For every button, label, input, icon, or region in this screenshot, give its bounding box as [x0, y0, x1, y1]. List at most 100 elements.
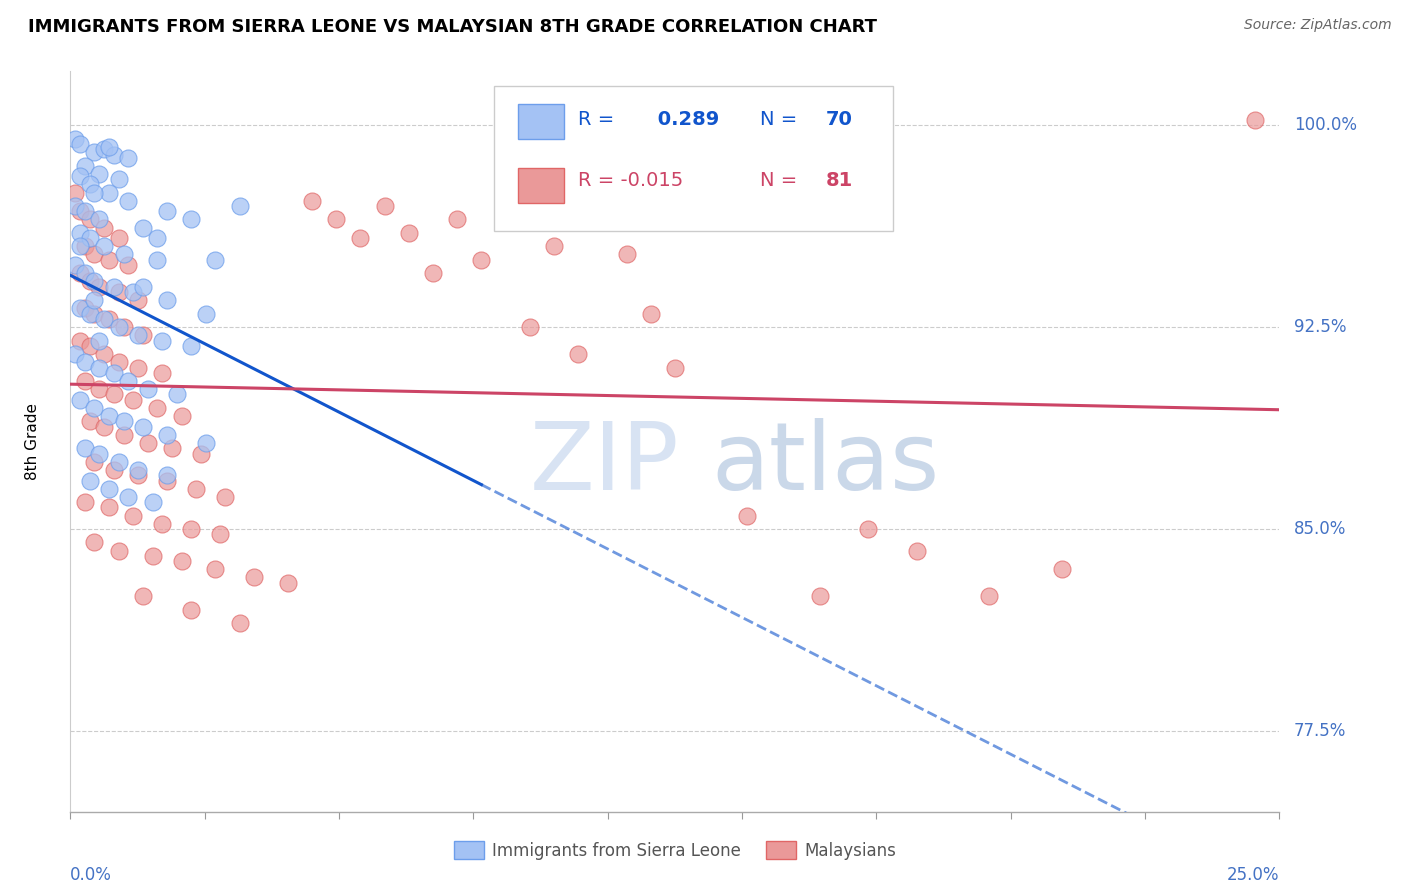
- Point: [422, 266, 444, 280]
- Text: 25.0%: 25.0%: [1227, 865, 1279, 884]
- Point: [107, 172, 129, 186]
- Point: [69, 301, 91, 316]
- Point: [127, 328, 149, 343]
- Point: [103, 279, 125, 293]
- Point: [98, 252, 121, 267]
- Point: [69, 169, 91, 184]
- Point: [156, 468, 179, 483]
- Point: [69, 239, 91, 253]
- Point: [73, 495, 96, 509]
- Point: [349, 231, 371, 245]
- Text: Source: ZipAtlas.com: Source: ZipAtlas.com: [1244, 18, 1392, 32]
- Point: [150, 516, 173, 531]
- Point: [132, 279, 155, 293]
- Point: [132, 590, 155, 604]
- Text: 0.0%: 0.0%: [70, 865, 112, 884]
- Point: [63, 186, 86, 200]
- Point: [63, 131, 86, 145]
- Point: [519, 320, 541, 334]
- Point: [107, 355, 129, 369]
- Point: [150, 366, 173, 380]
- Text: 92.5%: 92.5%: [1294, 318, 1347, 336]
- Point: [79, 339, 101, 353]
- Point: [243, 570, 266, 584]
- Point: [83, 307, 105, 321]
- Point: [146, 231, 169, 245]
- Point: [117, 194, 139, 208]
- Text: IMMIGRANTS FROM SIERRA LEONE VS MALAYSIAN 8TH GRADE CORRELATION CHART: IMMIGRANTS FROM SIERRA LEONE VS MALAYSIA…: [28, 18, 877, 36]
- Point: [98, 482, 121, 496]
- Point: [204, 562, 226, 576]
- Point: [808, 590, 831, 604]
- Point: [470, 252, 492, 267]
- Text: R = -0.015: R = -0.015: [578, 171, 683, 190]
- Point: [446, 212, 468, 227]
- Point: [69, 392, 91, 407]
- Point: [567, 347, 589, 361]
- Point: [160, 442, 183, 456]
- Text: 100.0%: 100.0%: [1294, 116, 1357, 134]
- Point: [190, 447, 212, 461]
- Text: N =: N =: [759, 110, 803, 129]
- Point: [63, 199, 86, 213]
- Point: [127, 468, 149, 483]
- Point: [156, 427, 179, 442]
- Point: [89, 447, 111, 461]
- Point: [132, 220, 155, 235]
- Point: [73, 204, 96, 219]
- Point: [63, 258, 86, 272]
- Point: [69, 226, 91, 240]
- Point: [640, 307, 662, 321]
- Point: [664, 360, 686, 375]
- Point: [112, 247, 135, 261]
- Point: [117, 151, 139, 165]
- Point: [103, 387, 125, 401]
- Text: 70: 70: [827, 110, 853, 129]
- Point: [166, 387, 188, 401]
- Point: [112, 414, 135, 428]
- Point: [79, 178, 101, 192]
- Point: [69, 136, 91, 151]
- Point: [98, 312, 121, 326]
- Point: [209, 527, 232, 541]
- Point: [107, 455, 129, 469]
- Point: [277, 575, 299, 590]
- Point: [136, 436, 159, 450]
- Point: [301, 194, 323, 208]
- Point: [141, 495, 163, 509]
- Point: [107, 285, 129, 299]
- Point: [83, 145, 105, 160]
- Point: [127, 293, 149, 308]
- Point: [228, 616, 250, 631]
- Point: [616, 247, 638, 261]
- Point: [83, 535, 105, 549]
- Point: [214, 490, 236, 504]
- Point: [184, 482, 207, 496]
- FancyBboxPatch shape: [494, 87, 893, 230]
- Point: [73, 301, 96, 316]
- Point: [146, 401, 169, 415]
- Point: [89, 212, 111, 227]
- Point: [98, 409, 121, 423]
- Point: [170, 409, 193, 423]
- Point: [89, 334, 111, 348]
- Point: [180, 339, 202, 353]
- Point: [89, 167, 111, 181]
- Point: [180, 522, 202, 536]
- Point: [156, 474, 179, 488]
- Text: R =: R =: [578, 110, 620, 129]
- Point: [117, 258, 139, 272]
- Point: [73, 355, 96, 369]
- Point: [737, 508, 759, 523]
- Point: [89, 360, 111, 375]
- Point: [117, 374, 139, 388]
- Point: [98, 186, 121, 200]
- Point: [107, 320, 129, 334]
- Point: [495, 199, 517, 213]
- Point: [79, 231, 101, 245]
- Point: [79, 212, 101, 227]
- Point: [228, 199, 250, 213]
- Text: 81: 81: [827, 171, 853, 190]
- Point: [150, 334, 173, 348]
- Point: [117, 490, 139, 504]
